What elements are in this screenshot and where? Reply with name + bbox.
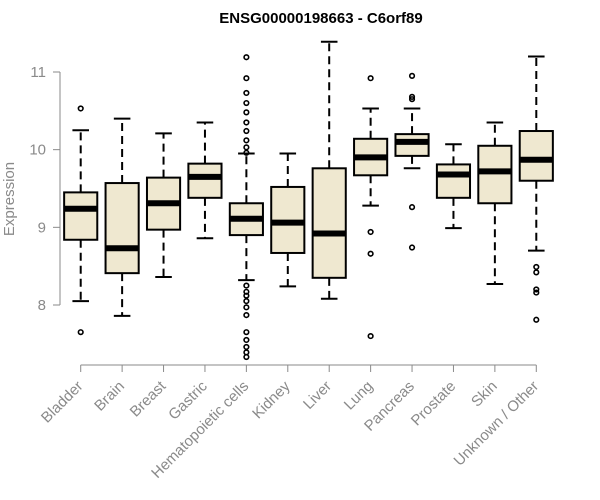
outlier-point — [243, 144, 250, 151]
outlier-point — [243, 89, 250, 97]
outlier-point — [408, 72, 416, 79]
box-iqr — [394, 133, 430, 157]
outlier-point — [77, 329, 84, 336]
y-tick-label: 11 — [30, 64, 46, 81]
outlier-point — [408, 204, 416, 211]
x-tick-label: Breast — [127, 377, 170, 420]
box-kidney — [270, 152, 306, 288]
outlier-point — [243, 99, 250, 107]
x-tick-label: Bladder — [38, 378, 87, 427]
outlier-point — [408, 93, 416, 100]
box-bladder — [63, 105, 99, 336]
outlier-point — [243, 75, 250, 82]
outlier-point — [533, 263, 540, 271]
x-tick-label: Prostate — [408, 378, 460, 430]
outlier-point — [408, 96, 416, 103]
outlier-point — [367, 332, 374, 340]
x-tick-label: Brain — [91, 378, 128, 415]
outlier-point — [243, 127, 250, 135]
outlier-point — [243, 298, 250, 305]
box-iqr — [104, 182, 140, 275]
y-tick-label: 9 — [38, 219, 46, 236]
outlier-point — [243, 137, 250, 144]
outlier-point — [243, 109, 250, 116]
box-liver — [311, 40, 347, 300]
x-tick-label: Kidney — [249, 377, 294, 422]
outlier-point — [243, 119, 250, 126]
outlier-point — [367, 228, 374, 236]
outlier-point — [367, 75, 374, 82]
outlier-point — [533, 286, 540, 293]
box-pancreas — [394, 72, 430, 251]
outlier-point — [243, 282, 250, 289]
outlier-point — [243, 343, 250, 351]
outlier-point — [243, 149, 250, 156]
box-hematopoietic-cells — [228, 54, 264, 361]
box-skin — [477, 121, 513, 286]
y-axis: 8 9 10 11 — [29, 64, 61, 314]
box-breast — [145, 132, 182, 279]
outlier-point — [243, 336, 250, 344]
box-lung — [353, 75, 389, 340]
outlier-point — [533, 269, 540, 276]
box-prostate — [435, 143, 472, 230]
outlier-point — [243, 311, 250, 319]
x-axis — [80, 364, 537, 372]
box-iqr — [187, 162, 223, 199]
y-tick-label: 8 — [38, 297, 46, 314]
box-unknown-other — [518, 55, 554, 323]
box-gastric — [187, 121, 223, 240]
outlier-point — [243, 292, 250, 299]
outlier-point — [77, 105, 84, 112]
x-tick-label: Liver — [300, 378, 335, 413]
y-tick-label: 10 — [29, 142, 46, 159]
outlier-point — [243, 304, 250, 311]
outlier-point — [243, 329, 250, 336]
box-iqr — [63, 191, 99, 241]
outlier-point — [408, 244, 416, 251]
chart-title: ENSG00000198663 - C6orf89 — [219, 10, 422, 27]
box-iqr — [518, 130, 554, 182]
box-iqr — [311, 167, 347, 279]
outlier-point — [243, 54, 250, 61]
outlier-point — [533, 316, 540, 323]
boxes-group — [63, 40, 554, 361]
outlier-point — [367, 250, 374, 257]
box-iqr — [435, 163, 472, 199]
outlier-point — [533, 289, 540, 296]
outlier-point — [243, 353, 250, 361]
x-tick-label: Lung — [341, 378, 377, 414]
x-tick-label: Skin — [468, 378, 501, 411]
box-brain — [104, 117, 140, 317]
box-iqr — [477, 144, 513, 205]
y-axis-label: Expression — [1, 162, 18, 236]
